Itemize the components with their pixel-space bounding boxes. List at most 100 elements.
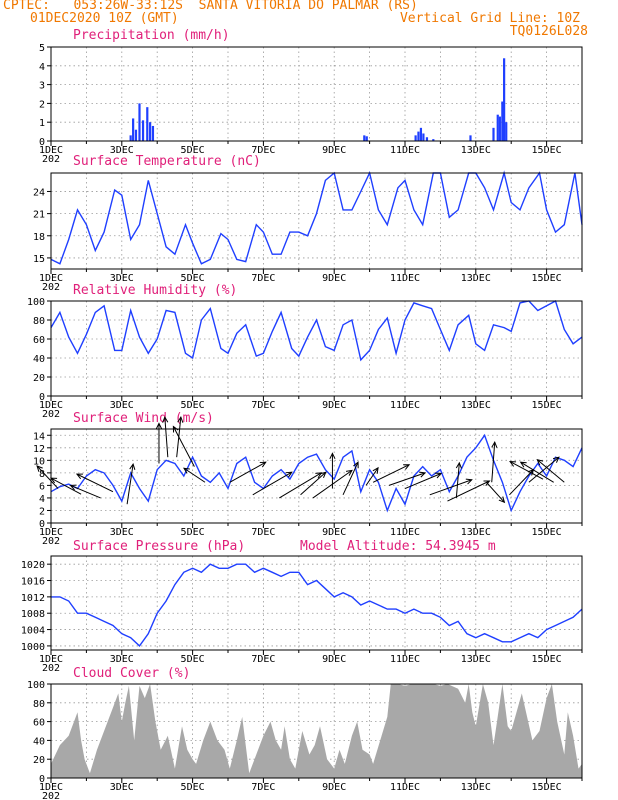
y-tick-label: 40 [33, 354, 45, 365]
y-tick-label: 12 [33, 444, 45, 455]
y-tick-label: 0 [39, 392, 45, 403]
wind-arrow-shaft [509, 461, 544, 480]
wind-arrow-shaft [536, 459, 565, 483]
precip-bar [141, 120, 145, 141]
wind-arrow [536, 458, 565, 483]
x-tick-label: 13DEC [461, 400, 491, 411]
precip-bar [132, 118, 135, 141]
panel-precipitation: 0 1 2 3 4 5 1DEC 3DEC 5DEC 7DEC 9DEC 11DEC 13DEC 15DE… [39, 43, 583, 165]
wind-arrow [155, 422, 163, 464]
wind-arrow [342, 461, 359, 496]
x-tick-label: 3DEC [110, 400, 134, 411]
panel-temperature: 15 18 21 24 1DEC 3DEC 5DEC 7DEC 9DEC 11DEC 13DEC 15… [33, 170, 583, 293]
wind-arrow-shaft [447, 480, 490, 502]
y-tick-label: 14 [33, 431, 45, 442]
x-tick-label: 13DEC [461, 654, 491, 665]
wind-arrow [172, 425, 195, 467]
x-tick-label: 5DEC [181, 273, 205, 284]
x-tick-label: 3DEC [110, 145, 134, 156]
wind-arrow-shaft [429, 479, 472, 496]
panel-frame [50, 46, 583, 142]
x-tick-label: 3DEC [110, 782, 134, 793]
x-tick-label: 13DEC [461, 145, 491, 156]
wind-arrow-head [177, 415, 184, 423]
wind-arrow [300, 471, 327, 496]
x-tick-label: 1DEC [39, 782, 63, 793]
wind-arrow-shaft [509, 469, 534, 496]
x-tick-label: 7DEC [251, 273, 275, 284]
x-tick-label: 1DEC [39, 273, 63, 284]
x-tick-label: 5DEC [181, 400, 205, 411]
header-model-id: TQ0126L028 [509, 24, 588, 39]
panel-cloud-cover: 0 20 40 60 80 100 1DEC 3DEC 5DEC 7DEC 9DEC 11DEC 13D… [27, 680, 583, 800]
wind-arrow [176, 415, 184, 458]
wind-arrow [429, 478, 473, 496]
y-tick-label: 2 [39, 99, 45, 110]
precip-bar [149, 122, 152, 141]
wind-arrow-shaft [229, 461, 267, 483]
x-tick-label: 11DEC [390, 654, 420, 665]
x-tick-label: 5DEC [181, 654, 205, 665]
y-tick-label: 6 [39, 481, 45, 492]
wind-arrow-shaft [76, 473, 114, 493]
wind-arrow-shaft [126, 464, 134, 505]
wind-arrow-head [155, 422, 163, 429]
x-tick-label: 15DEC [532, 400, 562, 411]
x-tick-label: 5DEC [181, 782, 205, 793]
x-tick-label: 15DEC [532, 782, 562, 793]
x-tick-label: 9DEC [322, 654, 346, 665]
wind-arrow-shaft [342, 462, 359, 496]
precip-bar [151, 125, 155, 141]
panel-pressure: 1000 1004 1008 1012 1016 1020 1DEC 3DEC 5DEC 7DEC… [21, 555, 583, 674]
wind-arrow [447, 480, 491, 502]
precip-bar [138, 103, 141, 141]
wind-arrow [528, 456, 560, 483]
y-tick-label: 100 [27, 297, 45, 308]
wind-arrow [75, 473, 114, 493]
wind-arrow-head [345, 469, 353, 476]
precip-bar [492, 127, 495, 141]
y-tick-label: 5 [39, 43, 45, 54]
wind-arrow-head [162, 415, 169, 423]
wind-arrow-head [536, 458, 544, 466]
panel-frame [50, 172, 583, 270]
x-tick-label: 1DEC [39, 400, 63, 411]
x-tick-label: 7DEC [251, 145, 275, 156]
x-tick-label: 13DEC [461, 273, 491, 284]
wind-arrow-head [353, 461, 359, 469]
x-tick-label: 3DEC [110, 654, 134, 665]
wind-arrow-head [315, 472, 323, 479]
temperature-series-line [50, 170, 583, 265]
y-tick-label: 0 [39, 137, 45, 148]
wind-arrow [279, 472, 323, 499]
wind-arrow [388, 471, 427, 486]
panel-title-wind: Surface Wind (m/s) [73, 411, 214, 426]
wind-arrow [162, 415, 169, 458]
precip-bar [501, 101, 504, 141]
wind-arrow-head [69, 484, 77, 491]
wind-arrow-head [75, 473, 83, 480]
wind-arrow-head [183, 467, 191, 474]
x-tick-label: 5DEC [181, 145, 205, 156]
x-tick-label: 9DEC [322, 145, 346, 156]
wind-arrow-shaft [164, 417, 169, 458]
wind-arrow-shaft [172, 426, 195, 467]
wind-arrow [509, 461, 544, 480]
x-tick-label: 7DEC [251, 654, 275, 665]
wind-arrow [372, 464, 411, 483]
x-tick-label: 15DEC [532, 654, 562, 665]
wind-arrow-head [403, 464, 411, 470]
wind-arrow-head [329, 452, 336, 460]
x-tick-label: 13DEC [461, 782, 491, 793]
wind-arrow-head [491, 441, 498, 448]
wind-arrow [455, 461, 462, 498]
x-tick-label: 7DEC [251, 527, 275, 538]
x-tick-label: 11DEC [390, 273, 420, 284]
y-tick-label: 1016 [21, 577, 45, 588]
panel-frame [50, 555, 583, 651]
wind-arrow-shaft [528, 456, 560, 483]
x-tick-label: 11DEC [390, 527, 420, 538]
x-tick-label: 9DEC [322, 273, 346, 284]
wind-arrow-head [372, 466, 379, 474]
